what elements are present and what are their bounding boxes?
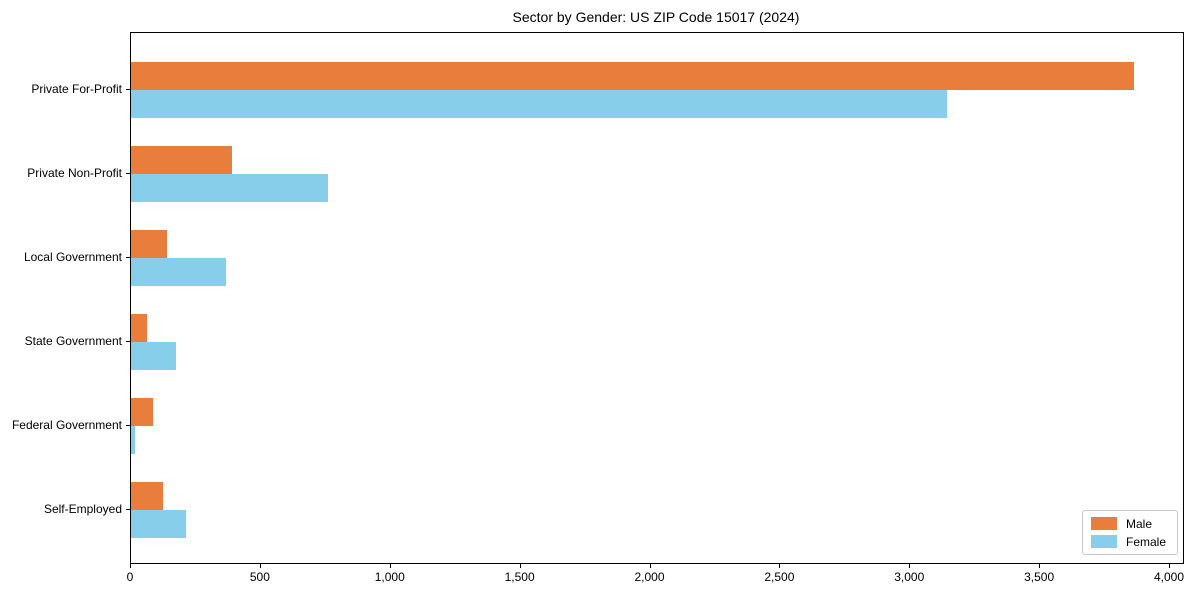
xtick-mark <box>779 564 781 568</box>
bar-female-state-government <box>131 341 177 370</box>
ytick-label-local-government: Local Government <box>23 249 122 264</box>
ytick-mark <box>126 88 130 90</box>
xtick-label-2500: 2,500 <box>764 570 795 584</box>
bar-female-private-for-profit <box>131 89 947 118</box>
ytick-mark <box>126 340 130 342</box>
ytick-label-self-employed: Self-Employed <box>43 501 122 516</box>
bar-female-self-employed <box>131 509 186 538</box>
ytick-label-state-government: State Government <box>24 333 122 348</box>
xtick-label-3500: 3,500 <box>1024 570 1055 584</box>
legend-row-male: Male <box>1090 516 1166 531</box>
ytick-mark <box>126 256 130 258</box>
legend-label-female: Female <box>1125 534 1166 549</box>
bar-male-federal-government <box>131 397 154 426</box>
ytick-mark <box>126 172 130 174</box>
bar-female-federal-government <box>131 425 135 454</box>
bar-male-local-government <box>131 229 168 258</box>
chart-title: Sector by Gender: US ZIP Code 15017 (202… <box>512 9 800 25</box>
xtick-mark <box>1039 564 1041 568</box>
xtick-label-4000: 4,000 <box>1153 570 1185 584</box>
ytick-mark <box>126 508 130 510</box>
legend: Male Female <box>1081 510 1178 555</box>
xtick-mark <box>1169 564 1170 568</box>
bar-male-private-non-profit <box>131 145 233 174</box>
bar-male-self-employed <box>131 481 164 510</box>
xtick-label-500: 500 <box>249 570 270 584</box>
legend-swatch-female <box>1090 535 1117 548</box>
legend-label-male: Male <box>1125 516 1152 531</box>
ytick-mark <box>126 424 130 426</box>
xtick-mark <box>259 564 261 568</box>
xtick-mark <box>909 564 911 568</box>
xtick-label-3000: 3,000 <box>894 570 925 584</box>
xtick-mark <box>519 564 521 568</box>
bar-male-private-for-profit <box>131 61 1134 90</box>
legend-swatch-male <box>1090 517 1117 530</box>
xtick-label-1000: 1,000 <box>374 570 405 584</box>
xtick-mark <box>389 564 391 568</box>
xtick-label-1500: 1,500 <box>504 570 535 584</box>
ytick-label-private-for-profit: Private For-Profit <box>31 81 122 96</box>
bar-female-private-non-profit <box>131 173 329 202</box>
xtick-mark <box>130 564 131 568</box>
xtick-mark <box>649 564 651 568</box>
ytick-label-private-non-profit: Private Non-Profit <box>27 165 122 180</box>
xtick-label-0: 0 <box>126 570 134 584</box>
xtick-label-2000: 2,000 <box>634 570 665 584</box>
plot-area: Male Female <box>130 32 1184 564</box>
bar-male-state-government <box>131 313 147 342</box>
legend-row-female: Female <box>1090 534 1166 549</box>
ytick-label-federal-government: Federal Government <box>11 417 122 432</box>
bar-female-local-government <box>131 257 226 286</box>
